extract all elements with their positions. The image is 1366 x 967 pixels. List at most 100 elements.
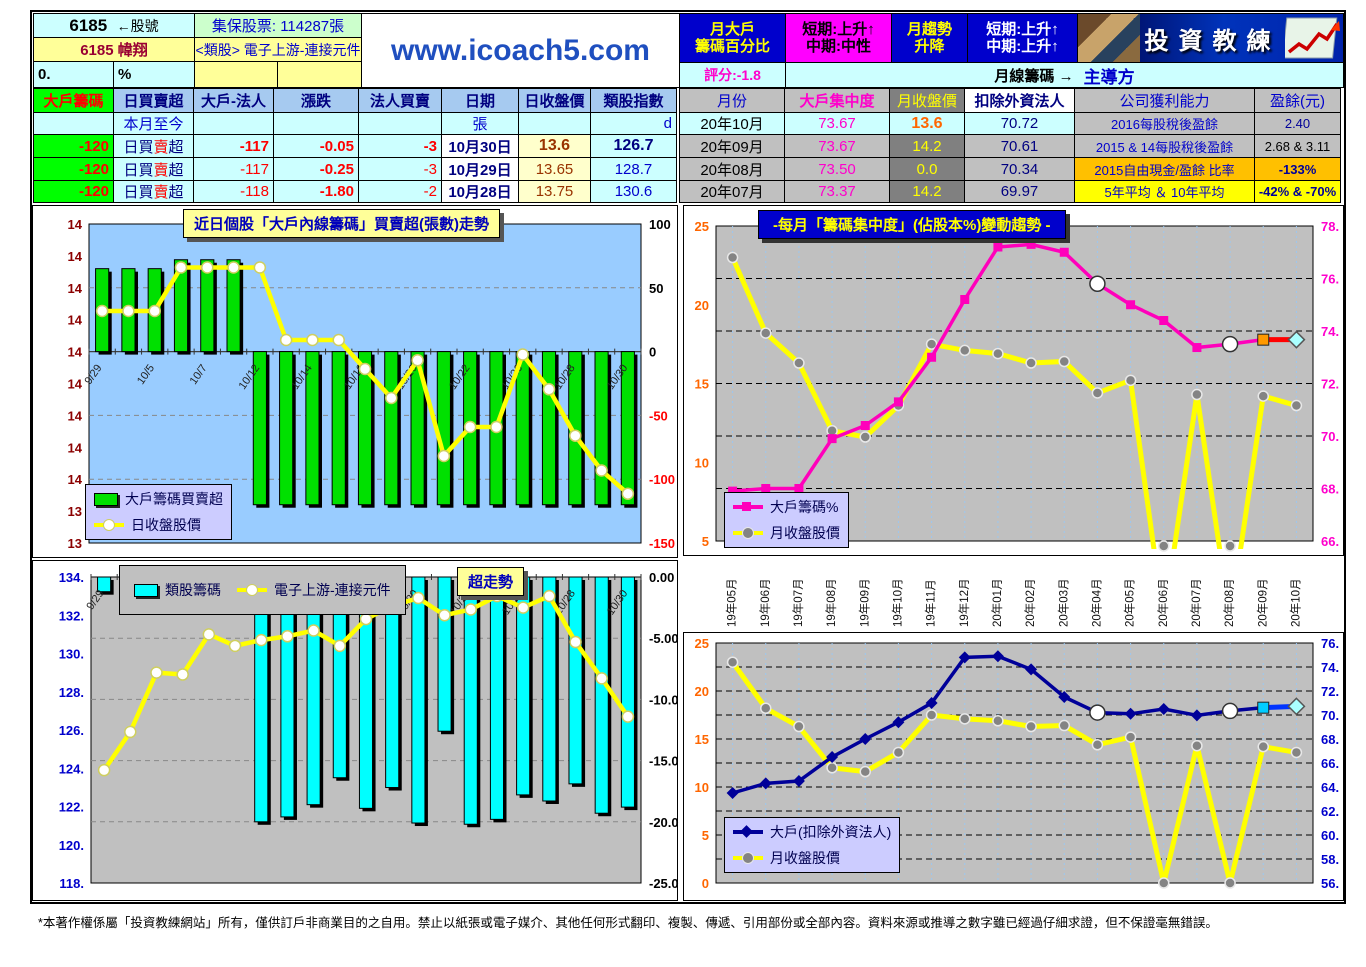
score-cell[interactable]: 評分:-1.8 (679, 62, 786, 88)
logo-brand-text: 投資教練 (1144, 27, 1281, 55)
column-header[interactable]: 公司獲利能力 (1074, 88, 1255, 113)
table-cell[interactable]: -3 (358, 157, 442, 181)
table-cell[interactable]: -133% (1254, 157, 1341, 181)
column-header[interactable]: 盈餘(元) (1254, 88, 1341, 113)
table-cell[interactable]: 73.37 (784, 180, 890, 203)
column-header[interactable]: 大戶-法人 (193, 88, 274, 113)
table-cell[interactable]: 2.68 & 3.11 (1254, 134, 1341, 158)
sub-header-cell[interactable] (518, 112, 591, 135)
table-cell[interactable]: 128.7 (590, 157, 677, 181)
table-cell[interactable]: -0.25 (273, 157, 359, 181)
line-swatch (733, 825, 763, 838)
leader-cell[interactable]: 月線籌碼 → 主導方 (785, 62, 1344, 88)
table-cell[interactable]: 10月29日 (441, 157, 519, 181)
custody-cell[interactable]: 集保股票: 114287張 (194, 13, 362, 38)
sub-header-cell[interactable] (193, 112, 274, 135)
table-cell[interactable]: -120 (33, 180, 114, 203)
svg-text:14: 14 (68, 472, 83, 487)
column-header[interactable]: 扣除外資法人 (964, 88, 1075, 113)
stock-id-cell[interactable]: 6185 ←股號 (33, 13, 195, 38)
website-link[interactable]: www.icoach5.com (391, 33, 650, 67)
table-cell[interactable]: 73.67 (784, 112, 890, 135)
svg-text:-10.00: -10.00 (649, 692, 679, 707)
svg-text:20年04月: 20年04月 (1089, 578, 1103, 627)
table-cell[interactable]: 0.0 (889, 157, 965, 181)
table-cell[interactable]: -3 (358, 134, 442, 158)
value-left-cell[interactable]: 0. (33, 61, 114, 88)
table-cell[interactable]: 69.97 (964, 180, 1075, 203)
table-cell[interactable]: -120 (33, 157, 114, 181)
svg-text:74.: 74. (1321, 660, 1339, 675)
sub-header-cell[interactable]: 本月至今 (113, 112, 194, 135)
sub-header-cell[interactable] (33, 112, 114, 135)
column-header[interactable]: 日期 (441, 88, 519, 113)
svg-text:13: 13 (68, 504, 82, 519)
chart-sector-chips: 9/2910/510/710/1210/1410/1610/2010/2210/… (32, 560, 686, 901)
sector-cell[interactable]: <類股> 電子上游-連接元件 (194, 37, 362, 62)
column-header[interactable]: 月份 (679, 88, 785, 113)
table-cell[interactable]: 日買賣超 (113, 134, 194, 158)
table-cell[interactable]: 20年08月 (679, 157, 785, 181)
table-cell[interactable]: 2015 & 14每股稅後盈餘 (1074, 134, 1255, 158)
table-cell[interactable]: 70.72 (964, 112, 1075, 135)
table-cell[interactable]: 20年07月 (679, 180, 785, 203)
svg-text:0.00: 0.00 (649, 570, 674, 585)
table-cell[interactable]: 10月28日 (441, 180, 519, 203)
table-cell[interactable]: 5年平均 ＆ 10年平均 (1074, 180, 1255, 203)
table-cell[interactable]: 13.6 (518, 134, 591, 158)
svg-text:19年10月: 19年10月 (890, 578, 904, 627)
sub-header-cell[interactable]: 張 (441, 112, 519, 135)
table-cell[interactable]: 日買賣超 (113, 180, 194, 203)
table-cell[interactable]: 14.2 (889, 180, 965, 203)
sub-header-cell[interactable] (273, 112, 359, 135)
table-cell[interactable]: 10月30日 (441, 134, 519, 158)
sub-header-cell[interactable] (358, 112, 442, 135)
column-header[interactable]: 類股指數 (590, 88, 677, 113)
empty-cell-1[interactable] (194, 61, 278, 88)
table-cell[interactable]: 2016每股稅後盈餘 (1074, 112, 1255, 135)
table-cell[interactable]: 70.34 (964, 157, 1075, 181)
percent-cell[interactable]: % (113, 61, 195, 88)
table-cell[interactable]: 20年09月 (679, 134, 785, 158)
table-cell[interactable]: -2 (358, 180, 442, 203)
table-cell[interactable]: 2.40 (1254, 112, 1341, 135)
table-cell[interactable]: -42% & -70% (1254, 180, 1341, 203)
column-header[interactable]: 日收盤價 (518, 88, 591, 113)
table-cell[interactable]: 73.67 (784, 134, 890, 158)
big-holder-header: 月大戶 籌碼百分比 (679, 13, 786, 63)
column-header[interactable]: 月收盤價 (889, 88, 965, 113)
trend-header: 月趨勢 升降 (891, 13, 968, 63)
table-cell[interactable]: 70.61 (964, 134, 1075, 158)
table-cell[interactable]: 73.50 (784, 157, 890, 181)
table-cell[interactable]: 13.65 (518, 157, 591, 181)
svg-text:14: 14 (68, 281, 83, 296)
table-cell[interactable]: 130.6 (590, 180, 677, 203)
month-axis-labels: 19年05月 19年06月 19年07月 19年08月 19年09月 19年10月 19年1… (683, 557, 1344, 631)
table-cell[interactable]: -117 (193, 157, 274, 181)
site-logo[interactable]: 投資教練 (1077, 13, 1344, 63)
table-cell[interactable]: 14.2 (889, 134, 965, 158)
column-header[interactable]: 大戶集中度 (784, 88, 890, 113)
table-cell[interactable]: -120 (33, 134, 114, 158)
table-cell[interactable]: -117 (193, 134, 274, 158)
table-cell[interactable]: 13.75 (518, 180, 591, 203)
empty-cell-2[interactable] (277, 61, 362, 88)
svg-text:14: 14 (68, 313, 83, 328)
table-cell[interactable]: 20年10月 (679, 112, 785, 135)
table-cell[interactable]: -0.05 (273, 134, 359, 158)
table-cell[interactable]: 2015自由現金/盈餘 比率 (1074, 157, 1255, 181)
svg-text:15: 15 (695, 732, 709, 747)
column-header[interactable]: 日買賣超 (113, 88, 194, 113)
table-cell[interactable]: -118 (193, 180, 274, 203)
website-cell[interactable]: www.icoach5.com (361, 13, 680, 88)
svg-text:10: 10 (695, 455, 709, 470)
sub-header-cell[interactable]: d (590, 112, 677, 135)
column-header[interactable]: 法人買賣 (358, 88, 442, 113)
table-cell[interactable]: 日買賣超 (113, 157, 194, 181)
column-header[interactable]: 大戶籌碼 (33, 88, 114, 113)
table-cell[interactable]: -1.80 (273, 180, 359, 203)
table-cell[interactable]: 126.7 (590, 134, 677, 158)
stock-name-cell[interactable]: 6185 幃翔 (33, 37, 195, 62)
table-cell[interactable]: 13.6 (889, 112, 965, 135)
column-header[interactable]: 漲跌 (273, 88, 359, 113)
